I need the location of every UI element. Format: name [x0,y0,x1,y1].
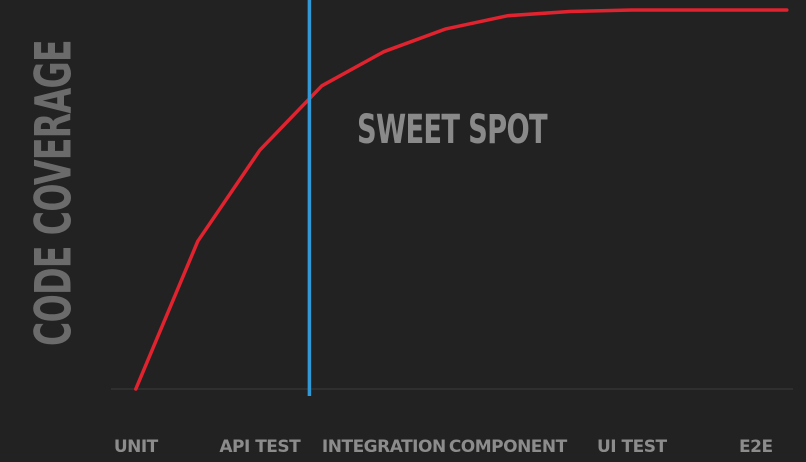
x-tick-label: UI TEST [597,437,668,457]
x-axis-tick-labels: UNIT API TEST INTEGRATION COMPONENT UI TEST E… [114,437,773,457]
x-tick-label: COMPONENT [449,437,568,457]
coverage-line [134,8,789,391]
y-axis-label-group: CODE COVERAGE [25,40,83,346]
x-tick-label: API TEST [219,437,301,457]
sweet-spot-annotation: SWEET SPOT [357,107,548,153]
y-axis-label: CODE COVERAGE [25,40,83,346]
x-tick-label: INTEGRATION [322,437,446,457]
x-tick-label: UNIT [114,437,159,457]
x-tick-label: E2E [739,437,773,457]
